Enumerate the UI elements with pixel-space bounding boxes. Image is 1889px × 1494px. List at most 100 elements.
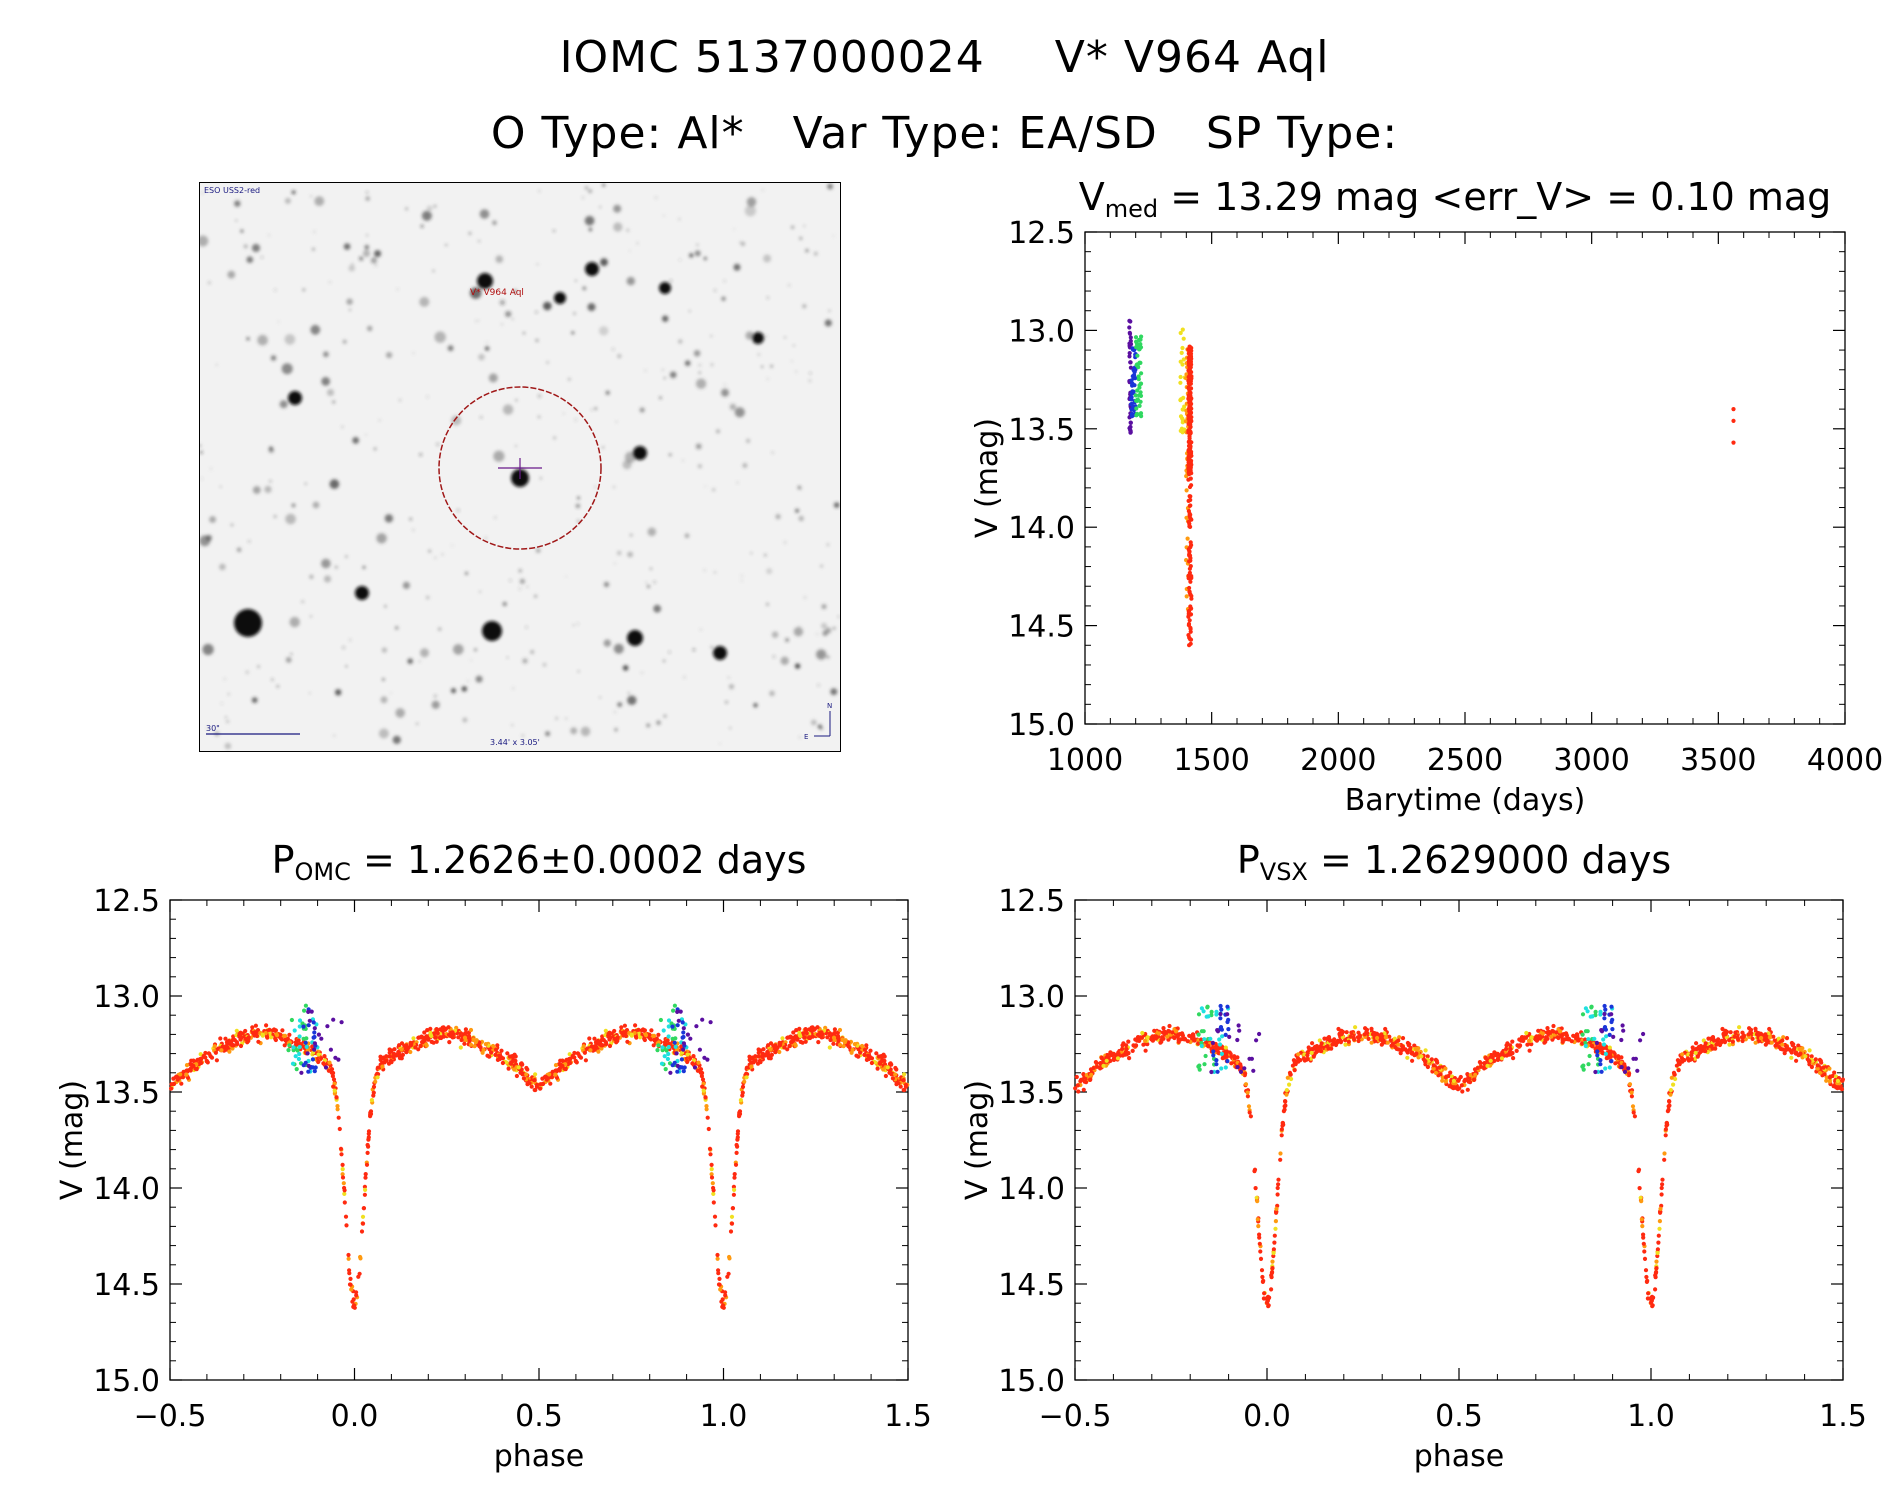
data-point (1485, 1063, 1490, 1068)
star-blob (802, 304, 807, 309)
data-point (346, 1256, 351, 1261)
star-blob (584, 186, 589, 190)
data-point (666, 1044, 671, 1050)
data-point (342, 1188, 347, 1193)
data-point (184, 1063, 190, 1068)
star-blob (525, 626, 528, 629)
data-point (212, 1044, 217, 1049)
data-point (1419, 1054, 1424, 1059)
data-point (1275, 1185, 1280, 1191)
data-point (720, 1297, 725, 1302)
data-point (1093, 1060, 1098, 1065)
data-point (1274, 1206, 1279, 1211)
data-point (1627, 1082, 1633, 1087)
data-point (1798, 1051, 1803, 1056)
star-blob (276, 685, 279, 688)
data-point (1632, 1114, 1637, 1119)
data-point (1199, 1037, 1204, 1042)
data-point (723, 1293, 728, 1298)
data-point (344, 1223, 349, 1228)
data-point (1598, 1058, 1603, 1063)
star-blob (421, 210, 432, 221)
data-point (700, 1077, 706, 1082)
data-point (854, 1053, 859, 1058)
spectral-type: SP Type: (1205, 108, 1399, 159)
data-point (1495, 1057, 1501, 1062)
data-point (1824, 1078, 1829, 1083)
data-point (730, 1206, 736, 1211)
finder-chart-svg: ESO USS2-red V* V964 Aql 30" 3.44' x 3.0… (200, 183, 840, 750)
y-tick-label: 14.5 (1008, 610, 1075, 645)
star-blob (308, 692, 311, 694)
data-point (710, 1181, 715, 1186)
data-point (299, 1070, 304, 1075)
data-point (1178, 374, 1183, 380)
star-blob (486, 341, 488, 344)
data-point (742, 1079, 747, 1084)
data-point (1660, 1177, 1665, 1182)
star-blob (412, 352, 415, 354)
data-point (418, 1043, 423, 1048)
data-point (707, 1146, 713, 1151)
data-point (1529, 1042, 1534, 1047)
data-point (1627, 1071, 1632, 1076)
data-point (1511, 1056, 1516, 1061)
data-point (1188, 440, 1193, 445)
data-point (301, 1024, 306, 1029)
star-blob (310, 195, 312, 197)
star-blob (433, 204, 437, 208)
data-point (671, 1008, 676, 1013)
data-point (316, 1032, 321, 1037)
data-point (1443, 1079, 1448, 1084)
star-blob (333, 734, 335, 737)
data-point (175, 1077, 180, 1082)
data-point (718, 1287, 723, 1292)
star-blob (662, 659, 666, 663)
star-blob (409, 517, 412, 521)
data-point (1333, 1042, 1339, 1048)
data-point (1137, 403, 1142, 408)
data-point (1574, 1032, 1580, 1037)
data-point (808, 1035, 813, 1041)
star-blob (478, 240, 480, 242)
data-point (234, 1028, 239, 1033)
data-point (660, 1045, 665, 1050)
data-point (1187, 494, 1192, 499)
star-blob (825, 627, 832, 634)
data-point (360, 1214, 366, 1219)
data-point (371, 1084, 377, 1089)
data-point (1187, 436, 1192, 441)
data-point (278, 1032, 283, 1037)
data-point (604, 1041, 609, 1047)
star-blob (200, 450, 203, 454)
scale-bar-label: 30" (206, 724, 220, 733)
data-point (1175, 1034, 1180, 1039)
data-point (1789, 1050, 1794, 1055)
data-point (1254, 1195, 1259, 1200)
data-point (723, 1290, 728, 1295)
data-point (1777, 1045, 1782, 1050)
data-point (246, 1035, 251, 1040)
data-point (1136, 377, 1141, 382)
data-point (235, 1041, 240, 1047)
data-point (1319, 1049, 1324, 1054)
star-blob (227, 270, 236, 279)
data-point (1357, 1033, 1362, 1038)
data-point (1186, 498, 1191, 503)
star-blob (473, 648, 478, 652)
data-point (1803, 1054, 1808, 1059)
data-point (889, 1072, 894, 1077)
data-point (1405, 1040, 1410, 1046)
data-point (1735, 1035, 1740, 1040)
data-point (1133, 1043, 1139, 1048)
data-point (1187, 524, 1192, 529)
data-point (534, 1082, 540, 1087)
data-point (485, 1053, 490, 1058)
data-point (544, 1077, 549, 1082)
data-point (506, 1066, 511, 1071)
data-point (1225, 1012, 1230, 1017)
star-blob (522, 658, 528, 664)
star-blob (724, 384, 726, 386)
data-point (1326, 1046, 1331, 1051)
data-point (1124, 1046, 1129, 1051)
